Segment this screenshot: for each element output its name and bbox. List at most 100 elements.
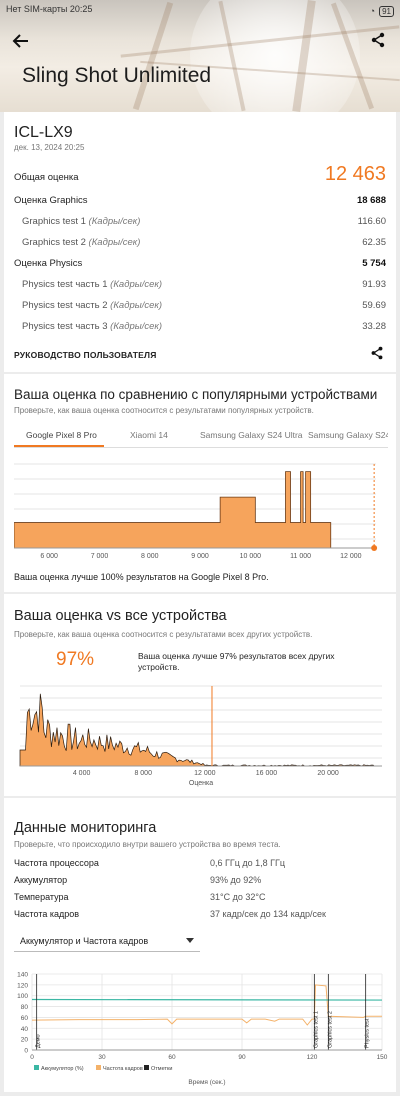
graphics-test-2-label: Graphics test 2: [22, 237, 86, 248]
your-score-marker: [371, 545, 378, 551]
temperature-label: Температура: [14, 892, 69, 902]
wifi-icon: ◔: [369, 6, 376, 16]
tab-google-pixel-8-pro[interactable]: Google Pixel 8 Pro: [26, 430, 97, 440]
share-button[interactable]: [370, 32, 388, 50]
hero-banner: Нет SIM-карты 20:25 ◔ 91 Sling Shot Unli…: [0, 0, 400, 112]
percentile-note: Ваша оценка лучше 97% результатов всех д…: [138, 651, 335, 672]
x-tick-label: 8 000: [141, 553, 159, 560]
share-icon: [371, 346, 383, 360]
x-tick-label: 6 000: [40, 553, 58, 560]
legend-label: Частота кадров: [103, 1066, 143, 1072]
physics-score-label: Оценка Physics: [14, 258, 83, 269]
x-tick-label: 60: [168, 1054, 176, 1061]
x-tick-label: 11 000: [290, 553, 311, 560]
x-tick-label: 12 000: [340, 553, 362, 560]
battery-label: Аккумулятор: [14, 875, 68, 885]
graphics-score-label: Оценка Graphics: [14, 195, 88, 206]
tab-samsung-galaxy-s24[interactable]: Samsung Galaxy S24 (Ex: [308, 430, 388, 440]
compare-note: Ваша оценка лучше 100% результатов на Go…: [14, 572, 269, 582]
back-button[interactable]: [12, 32, 32, 52]
frame-rate-label: Частота кадров: [14, 909, 80, 919]
battery-level: 91: [382, 6, 391, 16]
x-tick-label: 90: [238, 1054, 246, 1061]
x-tick-label: 9 000: [191, 553, 209, 560]
physics-test-3-value: 33.28: [362, 321, 386, 332]
x-tick-label: 12 000: [194, 770, 216, 777]
temperature-row: Температура 31°C до 32°C: [14, 890, 386, 906]
physics-test-2-value: 59.69: [362, 300, 386, 311]
x-tick-label: 10 000: [240, 553, 262, 560]
temperature-value: 31°C до 32°C: [210, 892, 266, 902]
overall-score-row: Общая оценка 12 463: [4, 163, 396, 190]
legend-swatch: [144, 1065, 149, 1070]
graphics-test-1-unit: (Кадры/сек): [88, 216, 141, 227]
physics-test-2-unit: (Кадры/сек): [110, 300, 163, 311]
x-tick-label: 20 000: [317, 770, 339, 777]
y-tick-label: 100: [17, 993, 28, 1000]
x-tick-label: 0: [30, 1054, 34, 1061]
x-tick-label: 4 000: [73, 770, 91, 777]
user-guide-link[interactable]: РУКОВОДСТВО ПОЛЬЗОВАТЕЛЯ: [14, 350, 157, 360]
frame-rate-row: Частота кадров 37 кадр/сек до 134 кадр/с…: [14, 907, 386, 923]
compare-subtitle: Проверьте, как ваша оценка соотносится с…: [14, 406, 314, 415]
percentile-value: 97%: [56, 649, 95, 670]
y-tick-label: 40: [21, 1026, 29, 1033]
cpu-frequency-label: Частота процессора: [14, 858, 99, 868]
all-subtitle: Проверьте, как ваша оценка соотносится с…: [14, 630, 313, 639]
y-tick-label: 120: [17, 982, 28, 989]
graphics-score-value: 18 688: [356, 195, 386, 206]
physics-test-2-label: Physics test часть 2: [22, 300, 108, 311]
tab-samsung-galaxy-s24-ultra[interactable]: Samsung Galaxy S24 Ultra: [200, 430, 303, 440]
legend-swatch: [96, 1065, 101, 1070]
overall-score-value: 12 463: [324, 163, 386, 185]
share-result-button[interactable]: [370, 346, 384, 360]
frame-rate-value: 37 кадр/сек до 134 кадр/сек: [210, 909, 326, 919]
physics-test-2-row: Physics test часть 2 (Кадры/сек) 59.69: [4, 297, 396, 315]
device-tabs: Google Pixel 8 Pro Xiaomi 14 Samsung Gal…: [14, 426, 388, 448]
graphics-test-1-row: Graphics test 1 (Кадры/сек) 116.60: [4, 213, 396, 231]
battery-value: 93% до 92%: [210, 875, 262, 885]
battery-series-line: [31, 998, 383, 1001]
y-tick-label: 80: [21, 1004, 29, 1011]
x-tick-label: 30: [98, 1054, 106, 1061]
chevron-down-icon: [186, 938, 194, 943]
x-tick-label: 7 000: [91, 553, 109, 560]
x-tick-label: 16 000: [256, 770, 278, 777]
compare-title: Ваша оценка по сравнению с популярными у…: [14, 387, 378, 402]
physics-test-1-value: 91.93: [362, 279, 386, 290]
fps-series-line: [31, 984, 382, 1026]
monitoring-card: Данные мониторинга Проверьте, что происх…: [4, 798, 396, 1092]
physics-test-1-row: Physics test часть 1 (Кадры/сек) 91.93: [4, 276, 396, 294]
physics-test-1-unit: (Кадры/сек): [110, 279, 163, 290]
arrow-left-icon: [12, 34, 28, 48]
physics-test-3-unit: (Кадры/сек): [110, 321, 163, 332]
chart-metric-value: Аккумулятор и Частота кадров: [20, 936, 149, 946]
active-tab-indicator: [14, 445, 104, 447]
page-title: Sling Shot Unlimited: [22, 64, 212, 87]
legend-label: Аккумулятор (%): [41, 1066, 84, 1072]
score-card: ICL-LX9 дек. 13, 2024 20:25 Общая оценка…: [4, 112, 396, 372]
distribution-chart: 4 000 8 000 12 000 16 000 20 000 Оценка: [19, 685, 382, 787]
share-icon: [371, 32, 385, 48]
chart-metric-select[interactable]: Аккумулятор и Частота кадров: [14, 930, 200, 952]
test-date: дек. 13, 2024 20:25: [14, 143, 85, 152]
all-devices-card: Ваша оценка vs все устройства Проверьте,…: [4, 594, 396, 796]
clock-text: 20:25: [69, 4, 93, 14]
x-axis-label: Оценка: [189, 780, 213, 787]
x-tick-label: 150: [377, 1054, 388, 1061]
popular-devices-card: Ваша оценка по сравнению с популярными у…: [4, 374, 396, 592]
all-title: Ваша оценка vs все устройства: [14, 608, 227, 624]
tab-xiaomi-14[interactable]: Xiaomi 14: [130, 430, 168, 440]
overall-score-label: Общая оценка: [14, 172, 79, 183]
monitoring-subtitle: Проверьте, что происходило внутри вашего…: [14, 840, 281, 849]
cpu-frequency-value: 0,6 ГГц до 1,8 ГГц: [210, 858, 286, 868]
device-name: ICL-LX9: [14, 124, 73, 141]
cpu-frequency-row: Частота процессора 0,6 ГГц до 1,8 ГГц: [14, 856, 386, 872]
test-mark-label: Graphics test 1: [313, 1011, 319, 1048]
x-axis-label: Время (сек.): [188, 1079, 225, 1086]
test-mark-label: Graphics test 2: [327, 1011, 333, 1048]
y-tick-label: 140: [17, 972, 28, 979]
x-tick-label: 120: [307, 1054, 318, 1061]
graphics-test-1-value: 116.60: [357, 216, 386, 227]
battery-icon: 91: [379, 5, 394, 17]
